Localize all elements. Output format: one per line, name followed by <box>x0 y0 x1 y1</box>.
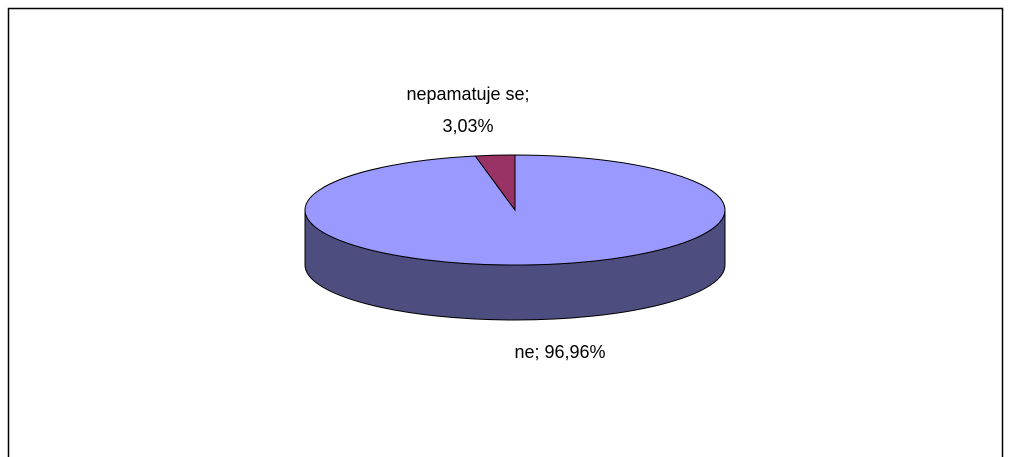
data-label: ne; 96,96% <box>514 342 606 362</box>
pie-slice <box>474 154 516 212</box>
data-label: nepamatuje se; 3,03% <box>406 84 530 136</box>
